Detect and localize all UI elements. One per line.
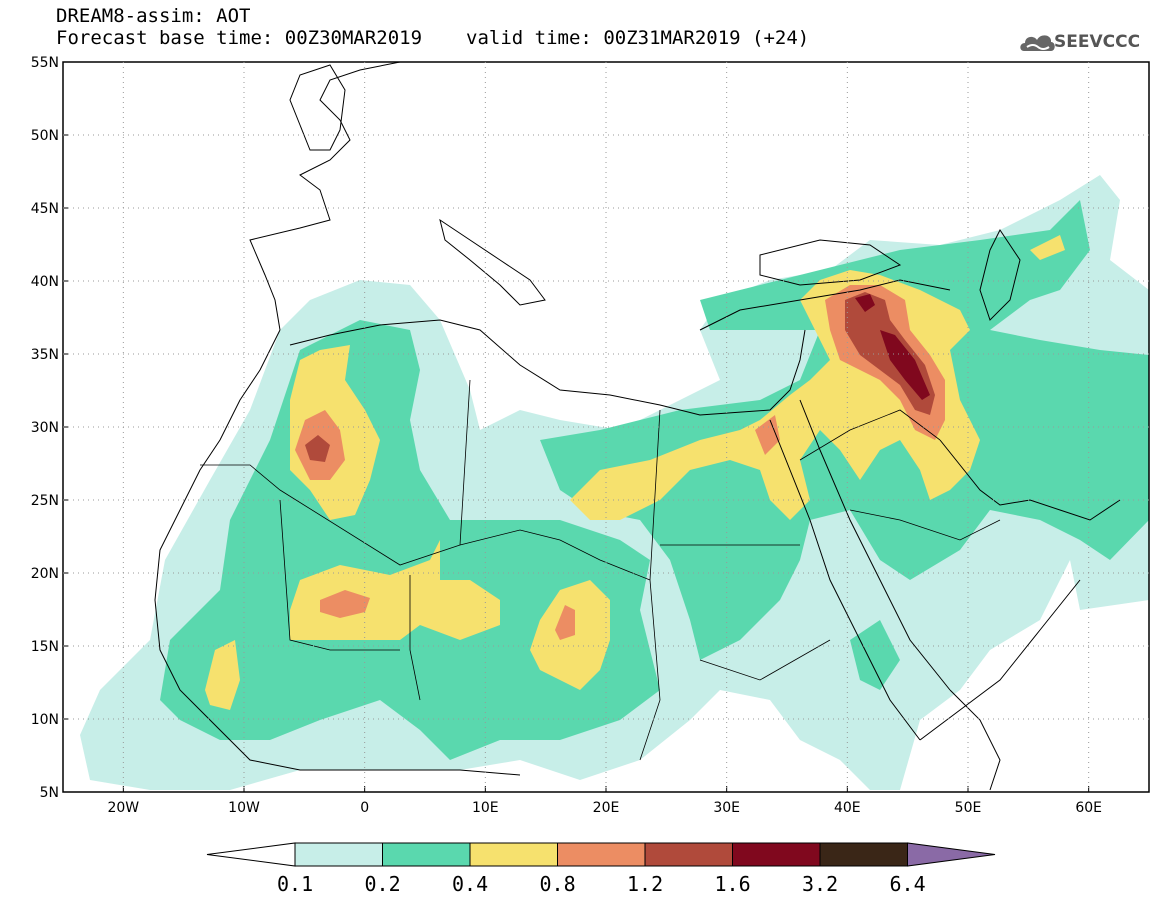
arabia-coast (919, 579, 1081, 741)
colorbar-label: 0.2 (364, 872, 401, 896)
lon-tick-label: 20W (107, 800, 139, 816)
lat-tick-label: 50N (31, 128, 59, 144)
lon-tick-label: 20E (593, 800, 620, 816)
logo-text: SEEVCCC (1054, 32, 1141, 52)
colorbar-label: 6.4 (889, 872, 926, 896)
base-time: Forecast base time: 00Z30MAR2019 (56, 27, 423, 49)
colorbar-swatch (819, 842, 908, 867)
mediterranean-south-coast (289, 319, 806, 416)
colorbar-swatch (732, 842, 821, 867)
lat-tick-label: 40N (31, 274, 59, 290)
colorbar-label: 1.6 (714, 872, 751, 896)
persian-gulf-coast (939, 439, 1121, 521)
colorbar-arrow-high (907, 842, 996, 867)
lat-tick-label: 20N (31, 566, 59, 582)
aot-colorbar (206, 842, 996, 867)
country-borders (200, 379, 1001, 761)
latitude-ticks: 55N 50N 45N 40N 35N 30N 25N 20N 15N 10N 5N (31, 55, 1149, 801)
lon-tick-label: 10E (472, 800, 499, 816)
caspian-coast (979, 229, 1021, 321)
lon-tick-label: 30E (713, 800, 740, 816)
map-title: DREAM8-assim: AOT (56, 5, 251, 27)
black-sea-coast (759, 239, 902, 286)
horn-of-africa-coast (949, 689, 1001, 791)
aot-layer-1.2 (305, 292, 935, 462)
lat-tick-label: 15N (31, 639, 59, 655)
colorbar-label: 3.2 (802, 872, 839, 896)
colorbar-label: 0.4 (452, 872, 489, 896)
europe-coastline (249, 62, 401, 331)
turkey-coast (699, 279, 951, 331)
lat-tick-label: 5N (40, 785, 59, 801)
valid-time: valid time: 00Z31MAR2019 (+24) (466, 27, 810, 49)
colorbar-swatch (294, 842, 383, 867)
italy-coastline (439, 218, 546, 306)
lat-tick-label: 10N (31, 712, 59, 728)
time-info: Forecast base time: 00Z30MAR2019 valid ti… (56, 28, 809, 48)
lon-tick-label: 50E (955, 800, 982, 816)
lat-tick-label: 25N (31, 493, 59, 509)
coastlines-borders (154, 62, 1121, 791)
britain-coastline (289, 64, 346, 151)
lat-tick-label: 30N (31, 420, 59, 436)
colorbar-swatch (382, 842, 471, 867)
colorbar-label: 0.8 (539, 872, 576, 896)
lat-tick-label: 35N (31, 347, 59, 363)
red-sea-coast (769, 399, 951, 741)
cloud-logo-icon (1020, 35, 1055, 51)
lon-tick-label: 60E (1075, 800, 1102, 816)
aot-field (80, 175, 1149, 790)
lat-tick-label: 45N (31, 201, 59, 217)
lon-tick-label: 10W (228, 800, 260, 816)
colorbar-label: 1.2 (627, 872, 664, 896)
colorbar-arrow-low (206, 842, 296, 867)
lat-tick-label: 55N (31, 55, 59, 71)
lon-tick-label: 0 (360, 800, 369, 816)
west-africa-coastline (154, 329, 521, 776)
colorbar-swatch (557, 842, 646, 867)
colorbar-swatch (469, 842, 558, 867)
aot-layer-1.6 (855, 294, 930, 400)
lon-tick-label: 40E (834, 800, 861, 816)
colorbar-swatch (644, 842, 733, 867)
colorbar-label: 0.1 (277, 872, 314, 896)
